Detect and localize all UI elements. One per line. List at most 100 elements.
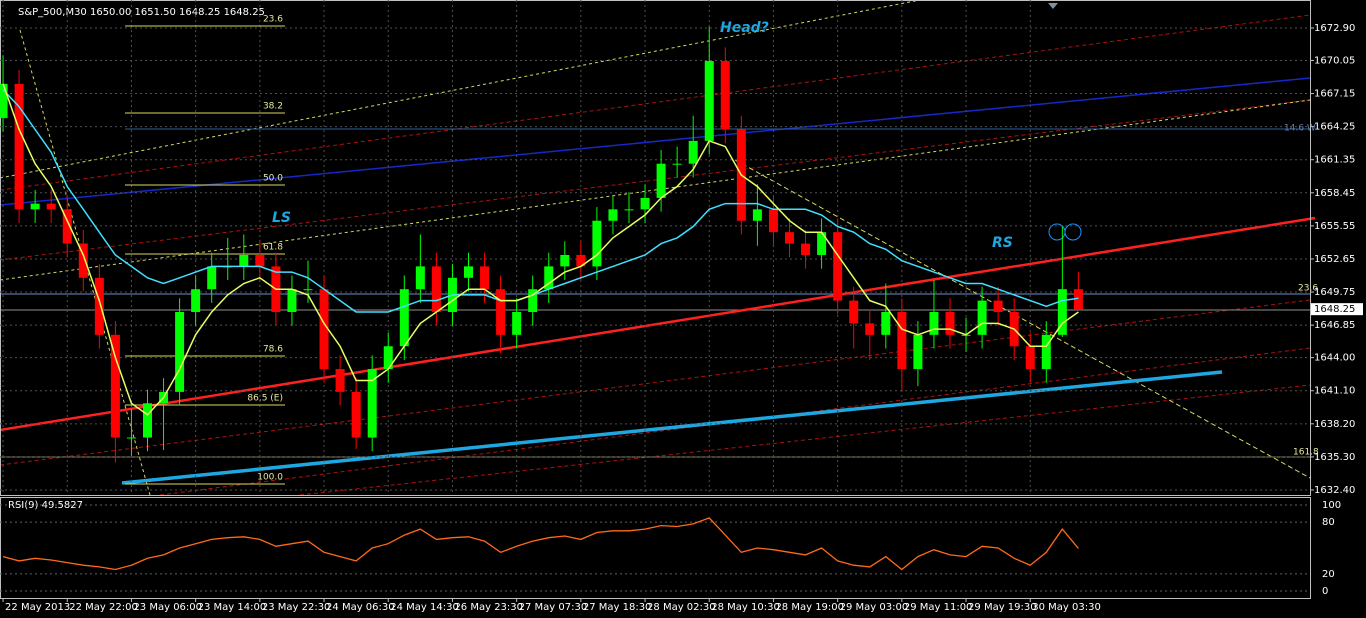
- fib-label: 23.6: [263, 15, 283, 25]
- channel-line: [0, 77, 1311, 206]
- marker-circle: [1064, 223, 1082, 241]
- candle-body: [977, 300, 987, 335]
- candle-body: [897, 312, 907, 370]
- candle-body: [14, 83, 24, 210]
- candle-body: [817, 232, 827, 255]
- candle-body: [913, 334, 923, 370]
- y-tick-label: 1661.35: [1314, 155, 1355, 166]
- channel-line: [299, 384, 1311, 496]
- candle-body: [496, 289, 506, 335]
- y-tick-label: 1635.30: [1314, 452, 1355, 463]
- candle-body: [239, 254, 249, 267]
- x-tick-label: 23 May 14:00: [198, 602, 267, 613]
- x-tick-label: 28 May 02:30: [647, 602, 716, 613]
- support-line: [121, 370, 1223, 485]
- fib-label: 38.2: [263, 101, 283, 111]
- annotation: 14.6 W: [1284, 124, 1316, 134]
- y-tick-label: 1664.25: [1314, 122, 1355, 133]
- trend-lines: [0, 0, 1316, 496]
- candle-body: [801, 243, 811, 255]
- fib-label: 100.0: [257, 473, 283, 483]
- candle-body: [94, 277, 104, 335]
- y-tick-label: 1638.20: [1314, 419, 1355, 430]
- current-price: 1648.25: [1314, 304, 1355, 315]
- annotation: Head?: [720, 20, 769, 36]
- candle-body: [688, 140, 698, 164]
- channel-line: [159, 347, 1311, 496]
- candle-body: [849, 300, 859, 324]
- candle-body: [624, 209, 634, 211]
- candle-body: [1073, 289, 1083, 310]
- x-tick-label: 22 May 2013: [5, 602, 70, 613]
- channel-line: [0, 0, 921, 179]
- candle-body: [544, 266, 554, 290]
- x-tick-label: 29 May 19:30: [968, 602, 1037, 613]
- candle-body: [335, 369, 345, 392]
- candle-body: [881, 312, 891, 335]
- channel-line: [0, 99, 1311, 281]
- x-tick-label: 27 May 18:30: [583, 602, 652, 613]
- x-tick-label: 28 May 10:30: [711, 602, 780, 613]
- channel-line: [0, 99, 1311, 261]
- fib-label: 78.6: [263, 345, 283, 355]
- candle-body: [528, 289, 538, 313]
- candle-body: [833, 232, 843, 301]
- rsi-label: RSI(9) 49.5827: [8, 500, 83, 511]
- candle-body: [78, 243, 88, 278]
- y-tick-label: 1658.45: [1314, 188, 1355, 199]
- candle-body: [30, 203, 40, 210]
- neckline: [0, 216, 1316, 432]
- candle-body: [945, 312, 955, 335]
- channel-line: [734, 159, 1311, 479]
- candle-body: [255, 254, 265, 267]
- candle-body: [704, 61, 714, 141]
- rsi-line: [2, 517, 1079, 571]
- candle-body: [175, 312, 185, 392]
- candle-body: [191, 289, 201, 313]
- candle-body: [351, 391, 361, 438]
- fib-label: 86.5 (E): [247, 393, 283, 403]
- x-tick-label: 26 May 23:30: [454, 602, 523, 613]
- candle-body: [367, 369, 377, 438]
- candle-body: [110, 334, 120, 438]
- candle-body: [656, 163, 666, 198]
- x-tick-label: 29 May 11:00: [904, 602, 973, 613]
- candle-body: [608, 209, 618, 221]
- fib-label: 61.8: [263, 242, 283, 252]
- candle-body: [592, 220, 602, 267]
- x-tick-label: 23 May 22:30: [262, 602, 331, 613]
- candle-body: [319, 289, 329, 370]
- candle-body: [303, 289, 313, 291]
- candle-body: [463, 266, 473, 278]
- candle-body: [126, 437, 136, 439]
- rsi-tick-label: 20: [1322, 569, 1335, 580]
- candle-body: [752, 209, 762, 221]
- candle-body: [512, 312, 522, 335]
- candle-body: [929, 312, 939, 335]
- y-tick-label: 1632.40: [1314, 485, 1355, 496]
- x-tick-label: 30 May 03:30: [1032, 602, 1101, 613]
- candle-body: [720, 61, 730, 130]
- y-tick-label: 1672.90: [1314, 23, 1355, 34]
- candle-body: [1041, 334, 1051, 370]
- y-tick-label: 1649.75: [1314, 287, 1355, 298]
- annotation: 23.6: [1298, 284, 1318, 294]
- rsi-frame: [0, 497, 1311, 599]
- candle-body: [1057, 289, 1067, 335]
- candle-body: [287, 289, 297, 313]
- candle-body: [62, 209, 72, 244]
- candle-body: [640, 197, 650, 210]
- rsi-tick-label: 80: [1322, 517, 1335, 528]
- candle-body: [576, 254, 586, 267]
- y-tick-label: 1655.55: [1314, 221, 1355, 232]
- marker-triangle: [1048, 3, 1058, 9]
- candle-body: [46, 203, 56, 210]
- y-tick-label: 1641.10: [1314, 386, 1355, 397]
- x-tick-label: 27 May 07:30: [519, 602, 588, 613]
- candle-body: [480, 266, 490, 290]
- candle-body: [1025, 346, 1035, 370]
- x-tick-label: 29 May 03:00: [840, 602, 909, 613]
- candle-body: [0, 83, 8, 119]
